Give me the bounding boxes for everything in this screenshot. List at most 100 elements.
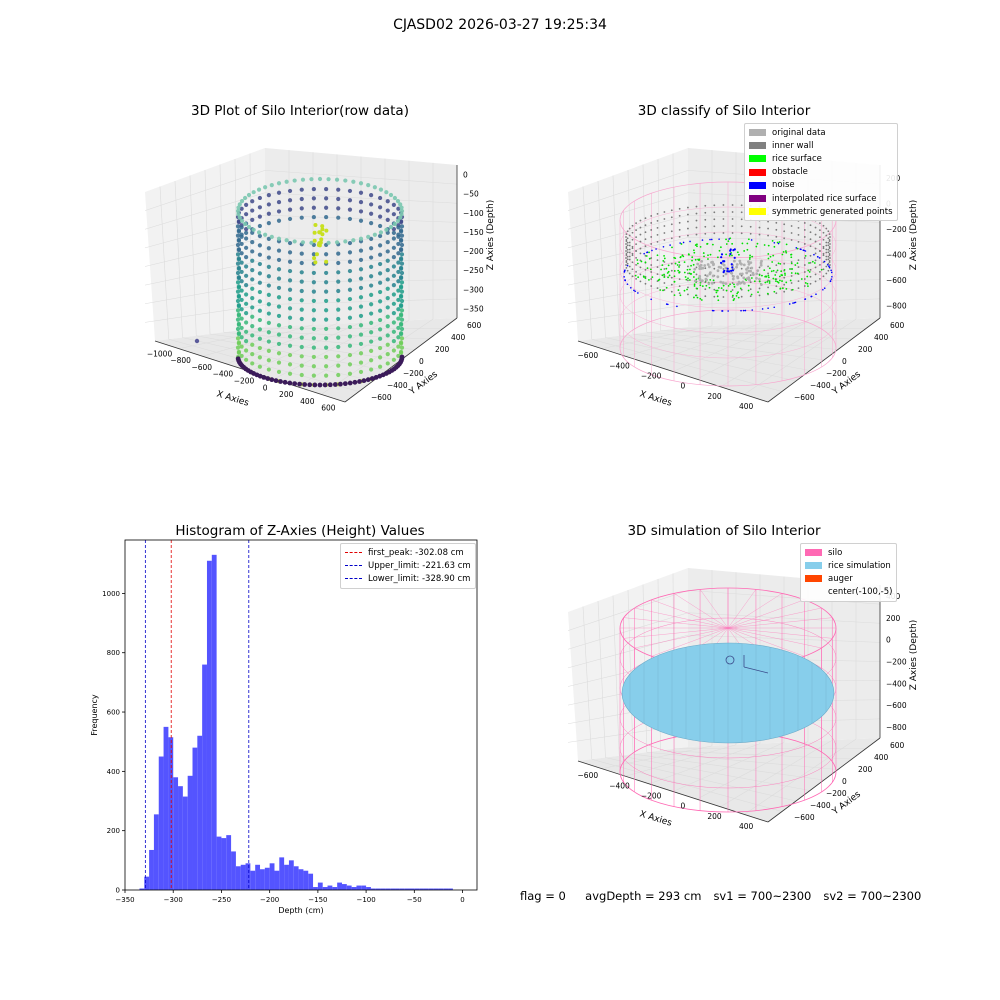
rice-surface-point — [790, 256, 793, 259]
data-point — [287, 268, 293, 274]
grid-line — [660, 330, 853, 340]
inner-wall-point — [670, 230, 673, 233]
rice-surface-point — [644, 261, 647, 264]
data-point — [369, 320, 374, 325]
rice-surface-point — [791, 288, 794, 291]
original-point — [738, 272, 742, 276]
noise-point — [669, 244, 671, 246]
histogram-bar — [327, 885, 333, 890]
x-axis-label: Depth (cm) — [278, 906, 323, 915]
data-point — [336, 344, 341, 350]
z-tick-label: −800 — [886, 723, 907, 732]
inner-wall-point — [626, 258, 629, 261]
inner-wall-point — [803, 271, 806, 273]
grid-line — [223, 331, 416, 350]
data-point — [257, 261, 262, 267]
noise-point — [793, 301, 796, 304]
data-point — [235, 242, 241, 248]
inner-wall-point — [663, 289, 666, 291]
data-point — [358, 341, 364, 347]
original-point — [759, 263, 763, 267]
legend-swatch — [749, 155, 766, 163]
data-point — [236, 304, 242, 309]
rice-surface-point — [694, 244, 697, 246]
inner-wall-point — [670, 269, 673, 272]
inner-wall-point — [625, 257, 627, 259]
legend-label: rice simulation — [828, 560, 891, 571]
data-point — [269, 183, 274, 188]
data-point — [358, 295, 364, 300]
z-tick-label: 200 — [886, 614, 901, 623]
data-point — [324, 317, 329, 322]
data-point — [396, 225, 401, 230]
inner-wall-point — [827, 244, 830, 247]
data-point — [317, 176, 323, 182]
rice-surface-point — [790, 272, 793, 274]
data-point — [392, 195, 398, 201]
grid-line — [567, 304, 689, 323]
data-point — [378, 317, 383, 323]
histogram-bar — [380, 888, 386, 890]
original-point — [705, 274, 709, 278]
rice-surface-point — [703, 255, 705, 258]
rice-surface-point — [768, 280, 771, 282]
data-point — [385, 199, 390, 204]
rice-surface-point — [778, 241, 781, 243]
rice-surface-point — [648, 278, 650, 281]
x-axis-line — [577, 340, 769, 403]
x-tick-label: −250 — [212, 896, 231, 904]
data-point — [385, 342, 390, 347]
rice-surface-point — [733, 283, 735, 286]
data-point — [366, 183, 371, 188]
data-point — [244, 273, 249, 278]
data-point — [347, 362, 353, 367]
inner-wall-point — [635, 243, 638, 246]
inner-wall-point — [695, 273, 698, 276]
inner-wall-point — [656, 212, 659, 215]
data-point — [250, 268, 255, 273]
data-point — [324, 373, 329, 378]
data-point — [391, 329, 396, 334]
noise-point — [667, 303, 669, 306]
data-point — [257, 299, 262, 304]
data-point — [391, 348, 396, 353]
rice-surface-point — [785, 287, 788, 290]
data-point — [266, 330, 271, 335]
inner-wall-point — [803, 236, 806, 238]
data-point — [385, 324, 390, 329]
z-axis-label: Z Axies (Depth) — [486, 200, 496, 271]
rice-surface-point — [733, 285, 736, 288]
inner-wall-point — [790, 239, 793, 241]
inner-wall-point — [628, 248, 631, 251]
rice-surface-point — [663, 273, 665, 276]
data-point — [358, 313, 364, 319]
histogram-bar — [433, 888, 439, 890]
rice-surface-point — [785, 281, 788, 284]
data-point — [378, 327, 383, 332]
rice-surface-point — [660, 268, 662, 271]
data-point — [299, 251, 304, 256]
original-point — [738, 281, 742, 285]
inner-wall-point — [828, 240, 831, 243]
data-point — [324, 345, 329, 350]
inner-wall-point — [827, 237, 830, 240]
inner-wall-point — [670, 237, 673, 240]
data-point — [299, 363, 304, 368]
data-point — [311, 317, 316, 322]
original-point — [710, 281, 714, 285]
noise-point — [830, 278, 833, 280]
data-point — [257, 336, 262, 341]
data-point — [266, 311, 271, 316]
histogram-bar — [240, 864, 246, 890]
data-point — [396, 288, 401, 293]
inner-wall-point — [704, 218, 707, 221]
inner-wall-point — [695, 205, 698, 208]
data-point — [369, 292, 374, 297]
z-axis-label: Z Axies (Depth) — [909, 200, 919, 271]
inner-wall-point — [809, 282, 812, 285]
rice-surface-point — [780, 274, 783, 276]
data-point — [287, 198, 293, 203]
data-point — [256, 187, 262, 192]
original-point — [704, 277, 708, 281]
inner-wall-point — [663, 232, 666, 234]
